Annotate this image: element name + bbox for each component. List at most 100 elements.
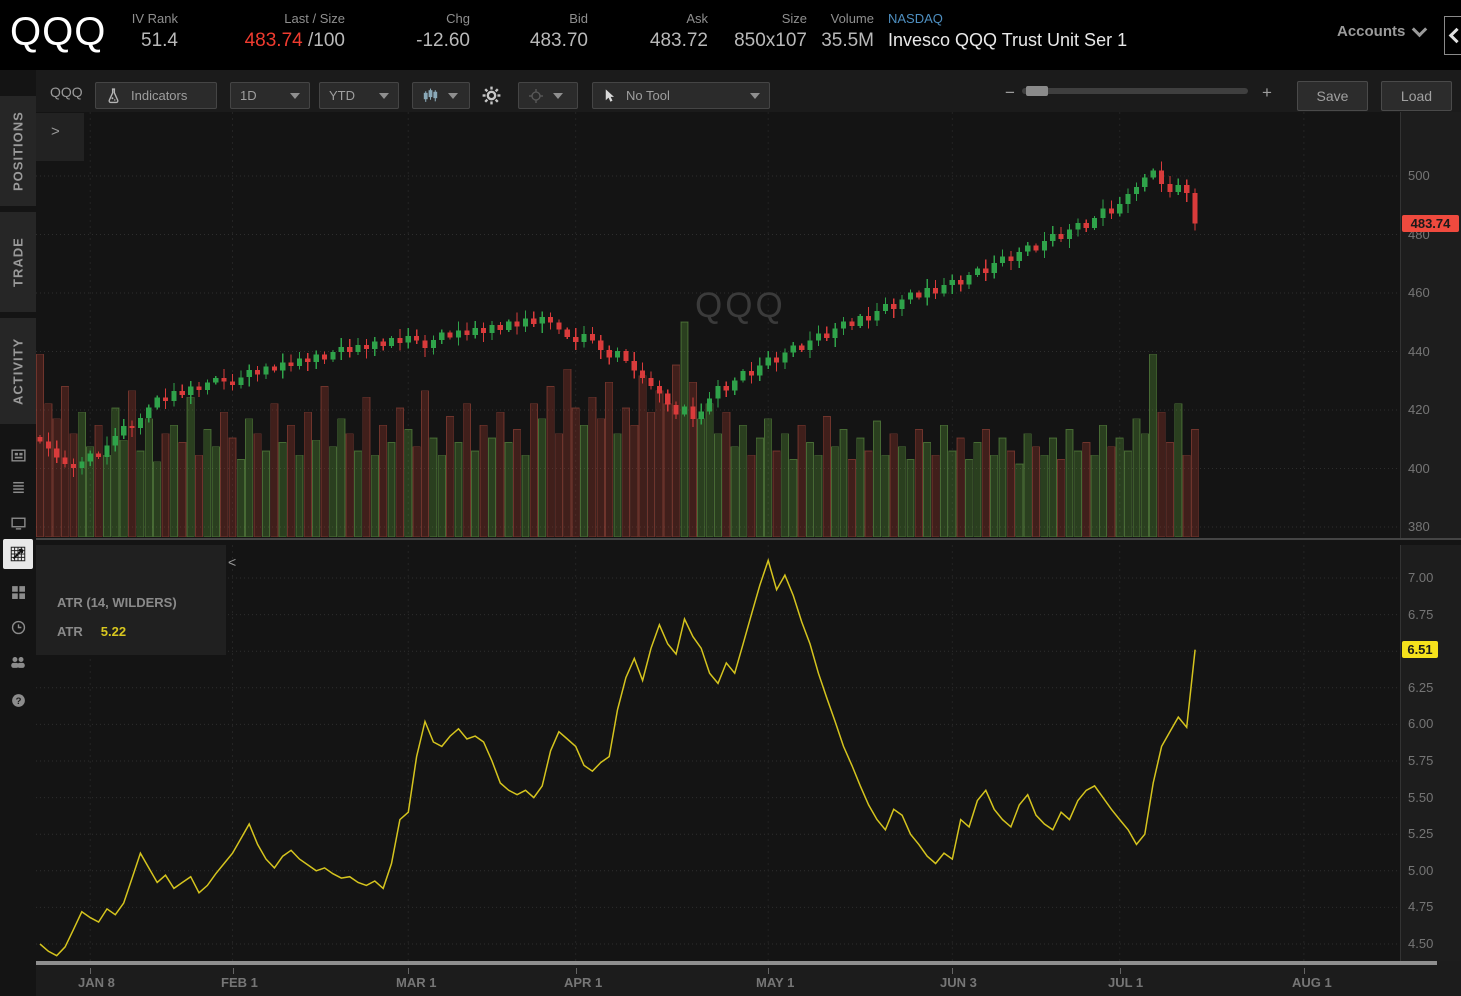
tool-value: No Tool (626, 88, 670, 103)
zoom-slider-thumb[interactable] (1026, 86, 1048, 96)
history-icon[interactable] (0, 612, 36, 642)
axis-tick-label: 5.00 (1408, 863, 1434, 878)
accounts-label: Accounts (1337, 23, 1406, 40)
gear-icon (482, 86, 501, 105)
time-tick (768, 968, 769, 974)
watchlist-icon[interactable] (0, 472, 36, 502)
company-name: Invesco QQQ Trust Unit Ser 1 (888, 30, 1128, 50)
chart-toolbar: QQQ Indicators 1D YTD No Tool (36, 70, 1461, 112)
sidebar-tab-activity[interactable]: ACTIVITY (0, 318, 36, 424)
axis-tick-label: 380 (1408, 519, 1430, 534)
stat-iv-rank: IV Rank 51.4 (100, 11, 178, 52)
price-axis[interactable]: 500 480 460 440 420 400 380 483.74 (1400, 112, 1461, 538)
social-icon[interactable] (0, 647, 36, 677)
svg-text:?: ? (15, 695, 21, 706)
time-tick-label: JAN 8 (78, 975, 115, 990)
last-price: 483.74 (244, 30, 303, 51)
axis-tick-label: 400 (1408, 461, 1430, 476)
stat-label: Last / Size (284, 11, 345, 26)
stat-bid: Bid 483.70 (508, 11, 588, 52)
stat-last-size: Last / Size 483.74 /100 (225, 11, 345, 52)
pane-expander-button[interactable]: > (36, 113, 84, 161)
time-axis[interactable]: JAN 8 FEB 1 MAR 1 APR 1 MAY 1 JUN 3 JUL 1 AUG 1 (36, 961, 1461, 996)
axis-tick-label: 6.00 (1408, 716, 1434, 731)
chart-settings-button[interactable] (482, 86, 501, 105)
left-sidebar: POSITIONS TRADE ACTIVITY ? (0, 70, 36, 996)
indicators-button[interactable]: Indicators (95, 82, 217, 109)
price-chart[interactable] (36, 112, 1400, 537)
stat-label: Volume (830, 11, 874, 26)
chart-type-dropdown[interactable] (412, 82, 470, 109)
stat-label: IV Rank (131, 11, 178, 26)
accounts-dropdown[interactable]: Accounts (1337, 21, 1428, 40)
quote-board-icon[interactable] (0, 440, 36, 470)
axis-tick-label: 4.75 (1408, 899, 1434, 914)
chart-icon[interactable] (3, 539, 33, 569)
chevron-down-icon (750, 92, 760, 99)
axis-tick-label: 500 (1408, 168, 1430, 183)
zoom-out-button[interactable]: − (1005, 83, 1015, 102)
stat-label: Bid (569, 11, 588, 26)
drawing-tool-dropdown[interactable]: No Tool (592, 82, 770, 109)
time-tick (1120, 968, 1121, 974)
study-reading: ATR 5.22 (57, 624, 126, 639)
indicators-label: Indicators (131, 88, 188, 103)
collapse-panel-button[interactable] (1444, 16, 1461, 55)
stat-value: 483.70 (529, 30, 588, 51)
pane-splitter[interactable] (36, 538, 1461, 540)
crosshair-icon (529, 88, 543, 103)
load-button[interactable]: Load (1381, 81, 1452, 111)
tv-icon[interactable] (0, 507, 36, 537)
zoom-slider-track[interactable] (1022, 88, 1248, 94)
time-tick-label: MAY 1 (756, 975, 795, 990)
indicator-axis[interactable]: 7.00 6.75 6.25 6.00 5.75 5.50 5.25 5.00 4.75 4.50… (1400, 545, 1461, 961)
stat-value: 850x107 (734, 30, 807, 51)
zoom-in-button[interactable]: + (1262, 83, 1272, 102)
horizontal-scrollbar-thumb[interactable] (36, 961, 1437, 965)
stat-size: Size 850x107 (733, 11, 807, 52)
axis-tick-label: 7.00 (1408, 570, 1434, 585)
chart-watermark: QQQ (695, 286, 786, 325)
save-button[interactable]: Save (1297, 81, 1368, 111)
range-dropdown[interactable]: YTD (319, 82, 399, 109)
atr-value-badge: 6.51 (1402, 641, 1438, 658)
chevron-down-icon (448, 92, 458, 99)
stat-chg: Chg -12.60 (398, 11, 470, 52)
time-tick-label: JUL 1 (1108, 975, 1144, 990)
sidebar-tab-positions[interactable]: POSITIONS (0, 96, 36, 206)
indicator-chart[interactable] (36, 545, 1400, 961)
symbol-logo: QQQ (10, 10, 107, 54)
indicators-flask-icon (108, 88, 119, 104)
time-tick (408, 968, 409, 974)
study-label: ATR (57, 624, 83, 639)
axis-tick-label: 4.50 (1408, 936, 1434, 951)
help-icon[interactable]: ? (0, 685, 36, 715)
price-gridlines (36, 112, 1400, 537)
stat-ask: Ask 483.72 (628, 11, 708, 52)
quote-header: QQQ IV Rank 51.4 Last / Size 483.74 /100… (0, 0, 1461, 70)
stat-value: 51.4 (141, 30, 178, 51)
axis-tick-label: 460 (1408, 285, 1430, 300)
study-collapse-button[interactable]: < (228, 554, 237, 570)
axis-tick-label: 6.25 (1408, 680, 1434, 695)
stat-value: 483.72 (649, 30, 708, 51)
candlestick-chart-icon (423, 88, 438, 102)
crosshair-dropdown[interactable] (518, 82, 578, 109)
chevron-left-icon (1448, 27, 1461, 44)
axis-tick-label: 440 (1408, 344, 1430, 359)
dashboard-grid-icon[interactable] (0, 577, 36, 607)
last-size: /100 (308, 30, 345, 51)
time-tick-label: AUG 1 (1292, 975, 1332, 990)
exchange-name: NASDAQ (888, 11, 943, 26)
timeframe-dropdown[interactable]: 1D (230, 82, 310, 109)
time-tick (1304, 968, 1305, 974)
axis-tick-label: 420 (1408, 402, 1430, 417)
time-tick (90, 968, 91, 974)
timeframe-value: 1D (240, 88, 257, 103)
time-tick (576, 968, 577, 974)
chevron-down-icon (290, 92, 300, 99)
time-tick-label: APR 1 (564, 975, 603, 990)
sidebar-tab-trade[interactable]: TRADE (0, 212, 36, 312)
axis-tick-label: 5.25 (1408, 826, 1434, 841)
